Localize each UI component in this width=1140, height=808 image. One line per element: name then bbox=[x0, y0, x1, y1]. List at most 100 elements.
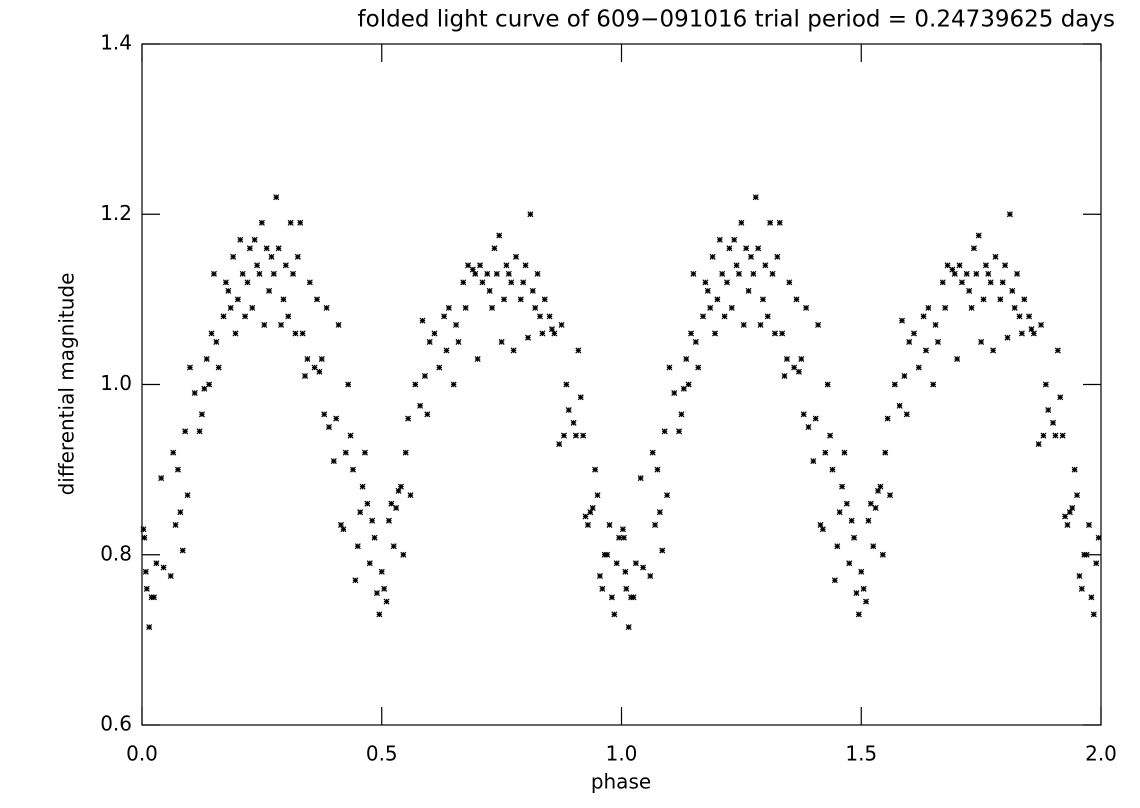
point bbox=[256, 270, 263, 277]
point bbox=[1054, 347, 1061, 354]
point bbox=[474, 355, 481, 362]
point bbox=[863, 598, 870, 605]
point bbox=[160, 564, 167, 571]
point bbox=[246, 245, 253, 252]
point bbox=[280, 296, 287, 303]
point bbox=[1026, 313, 1033, 320]
point bbox=[812, 415, 819, 422]
point bbox=[213, 338, 220, 345]
point bbox=[1028, 326, 1035, 333]
point bbox=[321, 411, 328, 418]
point bbox=[750, 270, 757, 277]
point bbox=[714, 296, 721, 303]
point bbox=[584, 521, 591, 528]
point bbox=[659, 547, 666, 554]
point bbox=[1042, 381, 1049, 388]
point bbox=[198, 411, 205, 418]
point bbox=[735, 270, 743, 277]
point bbox=[1095, 534, 1102, 541]
point bbox=[1021, 296, 1028, 303]
point bbox=[330, 458, 337, 465]
point bbox=[347, 432, 354, 439]
point bbox=[915, 364, 922, 371]
point bbox=[215, 364, 222, 371]
point bbox=[999, 279, 1006, 286]
point bbox=[558, 321, 565, 328]
point bbox=[460, 279, 467, 286]
point bbox=[968, 304, 975, 311]
point bbox=[1088, 594, 1095, 601]
point bbox=[527, 211, 534, 218]
point bbox=[263, 245, 270, 252]
point bbox=[182, 428, 189, 435]
point bbox=[723, 279, 731, 286]
point bbox=[220, 313, 227, 320]
point bbox=[186, 364, 193, 371]
point bbox=[951, 270, 958, 277]
point bbox=[577, 394, 584, 401]
point bbox=[512, 253, 520, 260]
point bbox=[877, 483, 884, 490]
point bbox=[846, 560, 853, 567]
point bbox=[692, 338, 699, 345]
point bbox=[716, 236, 723, 243]
point bbox=[302, 372, 309, 380]
point bbox=[290, 270, 297, 277]
point bbox=[1006, 211, 1013, 218]
point bbox=[524, 334, 532, 341]
point bbox=[824, 381, 831, 388]
point bbox=[774, 253, 781, 260]
point bbox=[661, 428, 668, 435]
point bbox=[752, 194, 759, 201]
point bbox=[285, 313, 292, 320]
point bbox=[954, 355, 961, 362]
point bbox=[793, 296, 800, 303]
point bbox=[1011, 304, 1018, 311]
point bbox=[477, 262, 484, 269]
point bbox=[958, 279, 965, 286]
point bbox=[997, 296, 1004, 303]
point bbox=[898, 317, 906, 324]
point bbox=[834, 543, 841, 550]
point bbox=[170, 449, 177, 456]
point bbox=[249, 304, 256, 311]
point bbox=[599, 585, 606, 592]
point bbox=[282, 262, 289, 269]
point bbox=[172, 521, 179, 528]
point bbox=[632, 560, 639, 567]
point bbox=[649, 449, 656, 456]
chart-title: folded light curve of 609−091016 trial p… bbox=[358, 7, 1115, 33]
point bbox=[608, 594, 615, 601]
point bbox=[431, 330, 438, 337]
point bbox=[572, 432, 579, 439]
point bbox=[882, 449, 889, 456]
point bbox=[781, 372, 788, 380]
point bbox=[206, 381, 213, 388]
point bbox=[146, 624, 153, 631]
point bbox=[541, 296, 548, 303]
point bbox=[484, 270, 491, 277]
point bbox=[388, 500, 395, 507]
point bbox=[1045, 407, 1052, 414]
point bbox=[534, 270, 541, 277]
point bbox=[755, 245, 762, 252]
point bbox=[973, 270, 980, 277]
point bbox=[510, 347, 517, 354]
point bbox=[664, 492, 671, 499]
point bbox=[393, 504, 400, 511]
point bbox=[616, 534, 623, 541]
point bbox=[925, 304, 932, 311]
point bbox=[683, 355, 690, 362]
point bbox=[676, 428, 683, 435]
point bbox=[769, 270, 776, 277]
point bbox=[767, 219, 774, 226]
point bbox=[604, 551, 611, 558]
point bbox=[232, 330, 239, 337]
point bbox=[419, 317, 426, 324]
point bbox=[191, 389, 198, 397]
point bbox=[225, 287, 232, 294]
point bbox=[405, 415, 412, 422]
point bbox=[158, 475, 165, 482]
point bbox=[728, 304, 735, 311]
point bbox=[853, 590, 860, 597]
